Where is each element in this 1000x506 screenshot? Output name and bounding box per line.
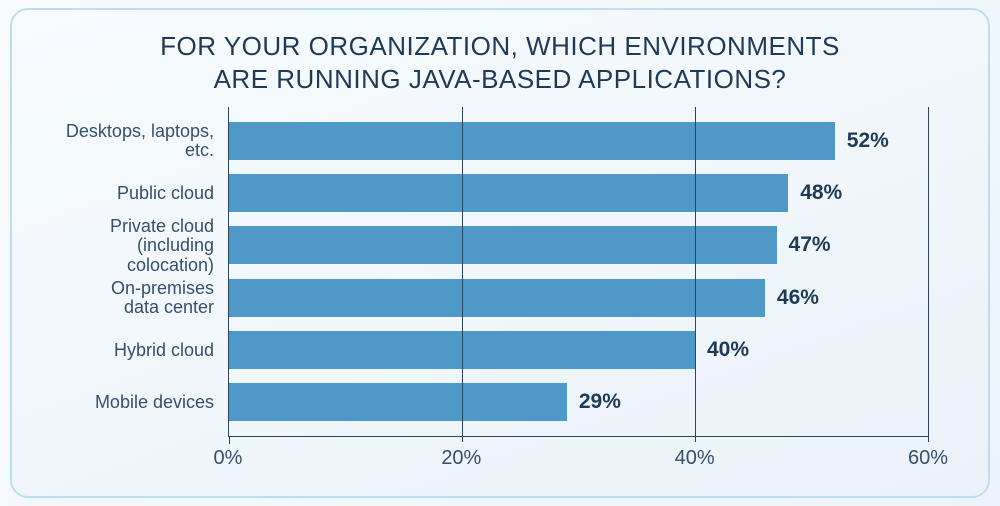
chart-title-line-1: FOR YOUR ORGANIZATION, WHICH ENVIRONMENT…: [160, 31, 840, 61]
category-label: Desktops, laptops, etc.: [46, 122, 218, 160]
bar-value-label: 46%: [777, 286, 819, 310]
bar-value-label: 47%: [789, 233, 831, 257]
category-label-line: (including colocation): [46, 236, 214, 275]
category-label: On-premisesdata center: [46, 279, 218, 317]
category-label-line: data center: [46, 298, 214, 317]
x-axis-labels: 0%20%40%60%: [228, 443, 928, 473]
bar: [229, 122, 835, 160]
x-tick-label: 20%: [441, 447, 481, 470]
bar-row: 40%: [229, 331, 928, 369]
bar-value-label: 29%: [579, 390, 621, 414]
grid-line: [928, 107, 929, 442]
bars-container: 52% 48% 47% 46% 40% 29%: [229, 115, 928, 428]
bar-value-label: 48%: [800, 181, 842, 205]
category-label-line: Public cloud: [46, 184, 214, 203]
bar-row: 47%: [229, 226, 928, 264]
category-label: Hybrid cloud: [46, 331, 218, 369]
y-axis-labels: Desktops, laptops, etc. Public cloud Priva…: [46, 115, 218, 429]
bar-row: 46%: [229, 279, 928, 317]
bar-value-label: 40%: [707, 338, 749, 362]
category-label: Mobile devices: [46, 384, 218, 422]
bar: [229, 279, 765, 317]
chart-title-line-2: ARE RUNNING JAVA-BASED APPLICATIONS?: [214, 64, 787, 94]
category-label-line: On-premises: [46, 279, 214, 298]
category-label-line: Hybrid cloud: [46, 341, 214, 360]
plot-area: 52% 48% 47% 46% 40% 29%: [228, 107, 928, 437]
grid-line: [695, 107, 696, 442]
bar-row: 29%: [229, 383, 928, 421]
bar-row: 48%: [229, 174, 928, 212]
bar-chart: 52% 48% 47% 46% 40% 29% Desktops, laptops, et…: [46, 107, 954, 477]
x-tick-label: 0%: [214, 447, 243, 470]
category-label-line: Mobile devices: [46, 393, 214, 412]
category-label: Private cloud(including colocation): [46, 227, 218, 265]
chart-title: FOR YOUR ORGANIZATION, WHICH ENVIRONMENT…: [46, 30, 954, 95]
category-label-line: Private cloud: [46, 217, 214, 236]
bar: [229, 174, 788, 212]
chart-frame: FOR YOUR ORGANIZATION, WHICH ENVIRONMENT…: [10, 8, 990, 498]
bar: [229, 383, 567, 421]
grid-line: [462, 107, 463, 442]
x-tick-label: 40%: [675, 447, 715, 470]
bar-row: 52%: [229, 122, 928, 160]
x-tick-label: 60%: [908, 447, 948, 470]
category-label-line: Desktops, laptops, etc.: [46, 122, 214, 161]
bar-value-label: 52%: [847, 129, 889, 153]
category-label: Public cloud: [46, 174, 218, 212]
